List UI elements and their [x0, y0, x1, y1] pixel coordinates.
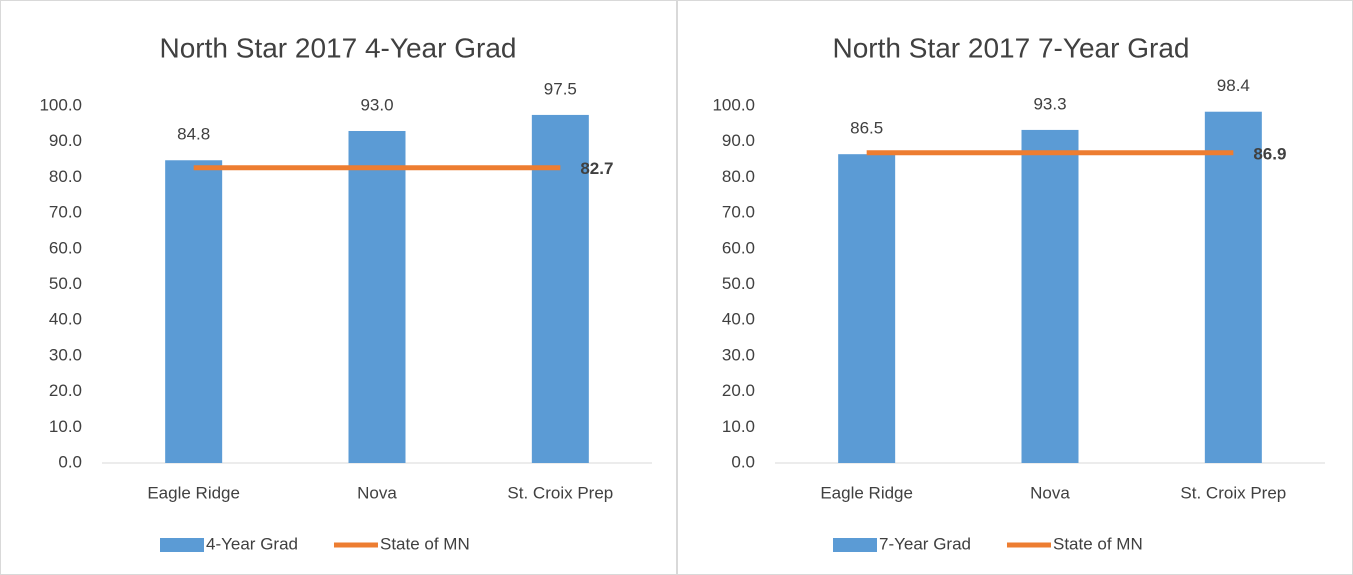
- data-label: 86.5: [850, 119, 883, 138]
- y-tick-label: 20.0: [49, 381, 82, 400]
- data-label: 84.8: [177, 125, 210, 144]
- y-tick-label: 50.0: [49, 274, 82, 293]
- legend-label: State of MN: [380, 534, 470, 553]
- y-tick-label: 50.0: [722, 274, 755, 293]
- y-tick-label: 90.0: [722, 131, 755, 150]
- x-tick-label: St. Croix Prep: [507, 483, 613, 502]
- bar: [838, 154, 896, 463]
- chart-title: North Star 2017 4-Year Grad: [160, 32, 517, 63]
- legend-label: 7-Year Grad: [879, 534, 971, 553]
- chart-title: North Star 2017 7-Year Grad: [833, 32, 1190, 63]
- y-tick-label: 20.0: [722, 381, 755, 400]
- y-tick-label: 40.0: [49, 310, 82, 329]
- x-tick-label: Nova: [1030, 483, 1070, 502]
- y-tick-label: 100.0: [712, 95, 755, 114]
- data-label: 98.4: [1217, 76, 1250, 95]
- legend-swatch: [833, 538, 877, 552]
- y-tick-label: 0.0: [58, 452, 82, 471]
- y-tick-label: 70.0: [49, 203, 82, 222]
- x-tick-label: St. Croix Prep: [1180, 483, 1286, 502]
- y-tick-label: 80.0: [722, 167, 755, 186]
- y-tick-label: 40.0: [722, 310, 755, 329]
- y-tick-label: 10.0: [49, 417, 82, 436]
- data-label: 97.5: [544, 79, 577, 98]
- y-tick-label: 80.0: [49, 167, 82, 186]
- y-tick-label: 90.0: [49, 131, 82, 150]
- y-tick-label: 30.0: [49, 345, 82, 364]
- bar: [1021, 129, 1079, 463]
- legend-label: State of MN: [1053, 534, 1143, 553]
- data-label: 86.9: [1253, 144, 1286, 163]
- y-tick-label: 60.0: [49, 238, 82, 257]
- y-tick-label: 100.0: [39, 95, 82, 114]
- x-tick-label: Eagle Ridge: [820, 483, 913, 502]
- bar: [348, 130, 406, 464]
- y-tick-label: 60.0: [722, 238, 755, 257]
- legend-swatch: [160, 538, 204, 552]
- x-tick-label: Nova: [357, 483, 397, 502]
- y-tick-label: 10.0: [722, 417, 755, 436]
- y-tick-label: 30.0: [722, 345, 755, 364]
- bar: [1204, 111, 1262, 463]
- x-tick-label: Eagle Ridge: [147, 483, 240, 502]
- bar: [165, 160, 223, 463]
- y-tick-label: 70.0: [722, 203, 755, 222]
- y-tick-label: 0.0: [731, 452, 755, 471]
- legend-label: 4-Year Grad: [206, 534, 298, 553]
- data-label: 93.3: [1033, 94, 1066, 113]
- bar: [531, 114, 589, 464]
- data-label: 93.0: [360, 95, 393, 114]
- data-label: 82.7: [580, 159, 613, 178]
